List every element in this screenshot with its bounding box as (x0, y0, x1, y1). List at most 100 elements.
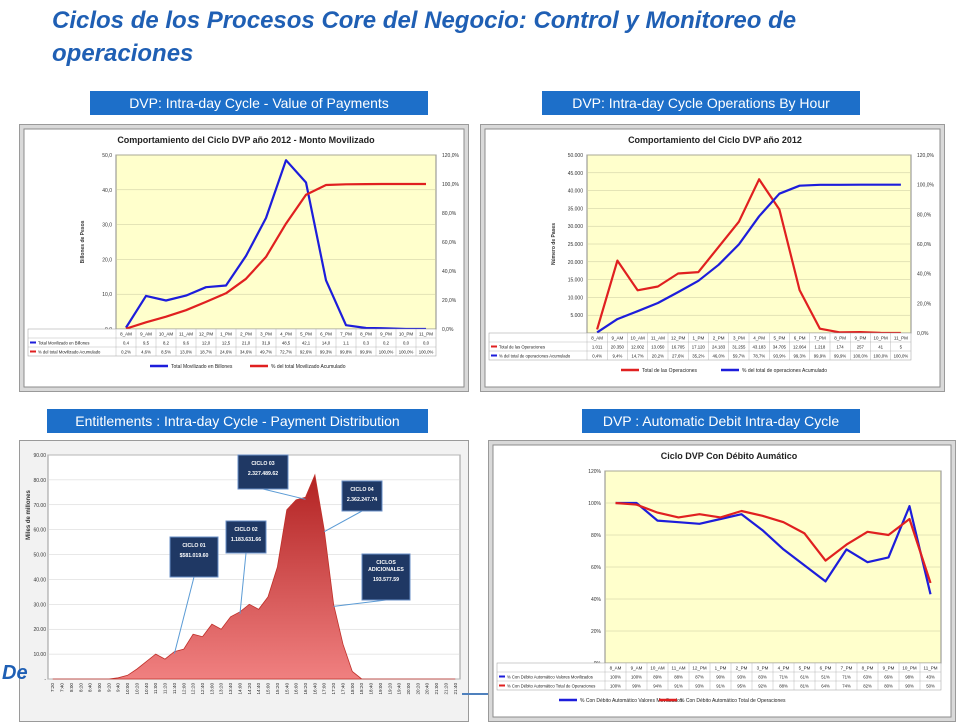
x-tick-label: 10_PM (399, 332, 414, 337)
x-tick-label: 12:00 (181, 683, 186, 695)
data-label: 14,7% (632, 354, 644, 359)
y-tick-label: 100% (588, 501, 601, 507)
x-tick-label: 10_PM (873, 336, 888, 341)
data-label: 64% (821, 684, 830, 689)
y-tick-label: 40.00 (33, 577, 46, 583)
x-tick-label: 10_AM (630, 336, 645, 341)
y-tick-label: 35.000 (568, 206, 584, 212)
y2-tick-label: 60,0% (917, 242, 932, 248)
x-tick-label: 2_PM (240, 332, 252, 337)
x-tick-label: 13:00 (209, 683, 214, 695)
data-table (496, 662, 942, 691)
data-label: 18,7% (200, 350, 212, 355)
x-tick-label: 8_PM (862, 666, 874, 671)
x-tick-label: 18:20 (359, 683, 364, 695)
y-tick-label: 50.000 (568, 153, 584, 159)
x-tick-label: 8_PM (360, 332, 372, 337)
chart-operations-by-hour: Comportamiento del Ciclo DVP año 2012-5.… (484, 128, 941, 388)
y-tick-label: 60% (591, 565, 602, 571)
x-tick-label: 11:20 (163, 683, 168, 695)
data-label: 93% (695, 684, 704, 689)
data-label: 9,5 (143, 341, 150, 346)
data-label: 31,9 (262, 341, 271, 346)
y-tick-label: 10,0 (102, 292, 112, 298)
x-tick-label: 7_PM (814, 336, 826, 341)
data-label: 100% (610, 675, 621, 680)
x-tick-label: 15:00 (266, 683, 271, 695)
x-tick-label: 10:20 (134, 683, 139, 695)
chart-panel-operations-by-hour: Comportamiento del Ciclo DVP año 2012-5.… (480, 124, 945, 392)
chart-payment-distribution: - 10.00 20.00 30.00 40.00 50.00 60.00 70.00 80.0… (26, 453, 461, 695)
annotation-box-3 (237, 454, 289, 490)
x-tick-label: 21:40 (453, 683, 458, 695)
annotation-title-1: CICLO 01 (182, 543, 205, 549)
data-label: 91% (716, 684, 725, 689)
data-label: 100,0% (894, 354, 909, 359)
data-label: 94% (653, 684, 662, 689)
y2-tick-label: 40,0% (442, 269, 457, 275)
x-tick-label: 21:20 (443, 683, 448, 695)
divider-line (462, 693, 488, 695)
data-label: 17.120 (692, 345, 706, 350)
x-tick-label: 18:00 (350, 683, 355, 695)
y-tick-label: 80.00 (33, 478, 46, 484)
data-label: 27,6% (672, 354, 684, 359)
y-tick-label: 50.00 (33, 553, 46, 559)
data-label: 99,9% (814, 354, 826, 359)
x-tick-label: 19:40 (397, 683, 402, 695)
panel-header-p3: Entitlements : Intra-day Cycle - Payment… (47, 409, 428, 433)
x-tick-label: 6_PM (820, 666, 832, 671)
y2-tick-label: 0,0% (442, 327, 454, 333)
data-label: 0,0 (423, 341, 430, 346)
annotation-arrow-3 (262, 488, 306, 500)
data-label: 174 (837, 345, 845, 350)
y2-tick-label: 80,0% (917, 212, 932, 218)
x-tick-label: 12:40 (200, 683, 205, 695)
x-tick-label: 14:00 (237, 683, 242, 695)
x-tick-label: 9_AM (140, 332, 152, 337)
legend-label-2: % del total de operaciones Acumulado (742, 368, 827, 374)
data-label: 93,9% (773, 354, 785, 359)
x-tick-label: 2_PM (736, 666, 748, 671)
data-label: 95% (737, 684, 746, 689)
x-tick-label: 4_PM (280, 332, 292, 337)
x-tick-label: 1_PM (220, 332, 232, 337)
x-tick-label: 12_PM (671, 336, 686, 341)
x-tick-label: 13:40 (228, 683, 233, 695)
data-label: 90% (716, 675, 725, 680)
y-tick-label: 70.00 (33, 503, 46, 509)
chart-automatic-debit: Ciclo DVP Con Débito Aumático0%20%40%60%… (492, 444, 952, 718)
x-tick-label: 6_PM (320, 332, 332, 337)
x-tick-label: 11:40 (172, 683, 177, 695)
x-tick-label: 12_PM (199, 332, 214, 337)
table-row-label: Total Movilizado en Billones (38, 341, 89, 346)
data-label: 72,7% (280, 350, 292, 355)
data-label: 257 (857, 345, 865, 350)
x-tick-label: 5_PM (799, 666, 811, 671)
chart-value-of-payments: Comportamiento del Ciclo DVP año 2012 - … (23, 128, 465, 388)
data-label: 92% (758, 684, 767, 689)
data-label: 99,9% (834, 354, 846, 359)
data-label: 100,0% (419, 350, 434, 355)
data-label: 100,0% (873, 354, 888, 359)
x-tick-label: 20:40 (425, 683, 430, 695)
data-label: 71% (779, 675, 788, 680)
x-tick-label: 17:40 (340, 683, 345, 695)
data-label: 99,9% (360, 350, 372, 355)
data-label: 51% (821, 675, 830, 680)
data-label: 13.050 (651, 345, 665, 350)
annotation-arrow-2 (239, 552, 247, 614)
y-tick-label: 30,0 (102, 223, 112, 229)
data-label: 49,7% (260, 350, 272, 355)
x-tick-label: 11_PM (924, 666, 938, 671)
x-tick-label: 6_PM (794, 336, 806, 341)
data-label: 78,7% (753, 354, 765, 359)
annotation-box-5 (361, 553, 411, 601)
y-tick-label: 20.000 (568, 260, 584, 266)
x-tick-label: 7:40 (60, 683, 65, 692)
table-row-label: % del total de operaciones Acumulado (499, 354, 571, 359)
x-tick-label: 17:00 (322, 683, 327, 695)
data-label: 100,0% (399, 350, 414, 355)
data-table (488, 332, 912, 361)
panel-header-p1: DVP: Intra-day Cycle - Value of Payments (90, 91, 428, 115)
